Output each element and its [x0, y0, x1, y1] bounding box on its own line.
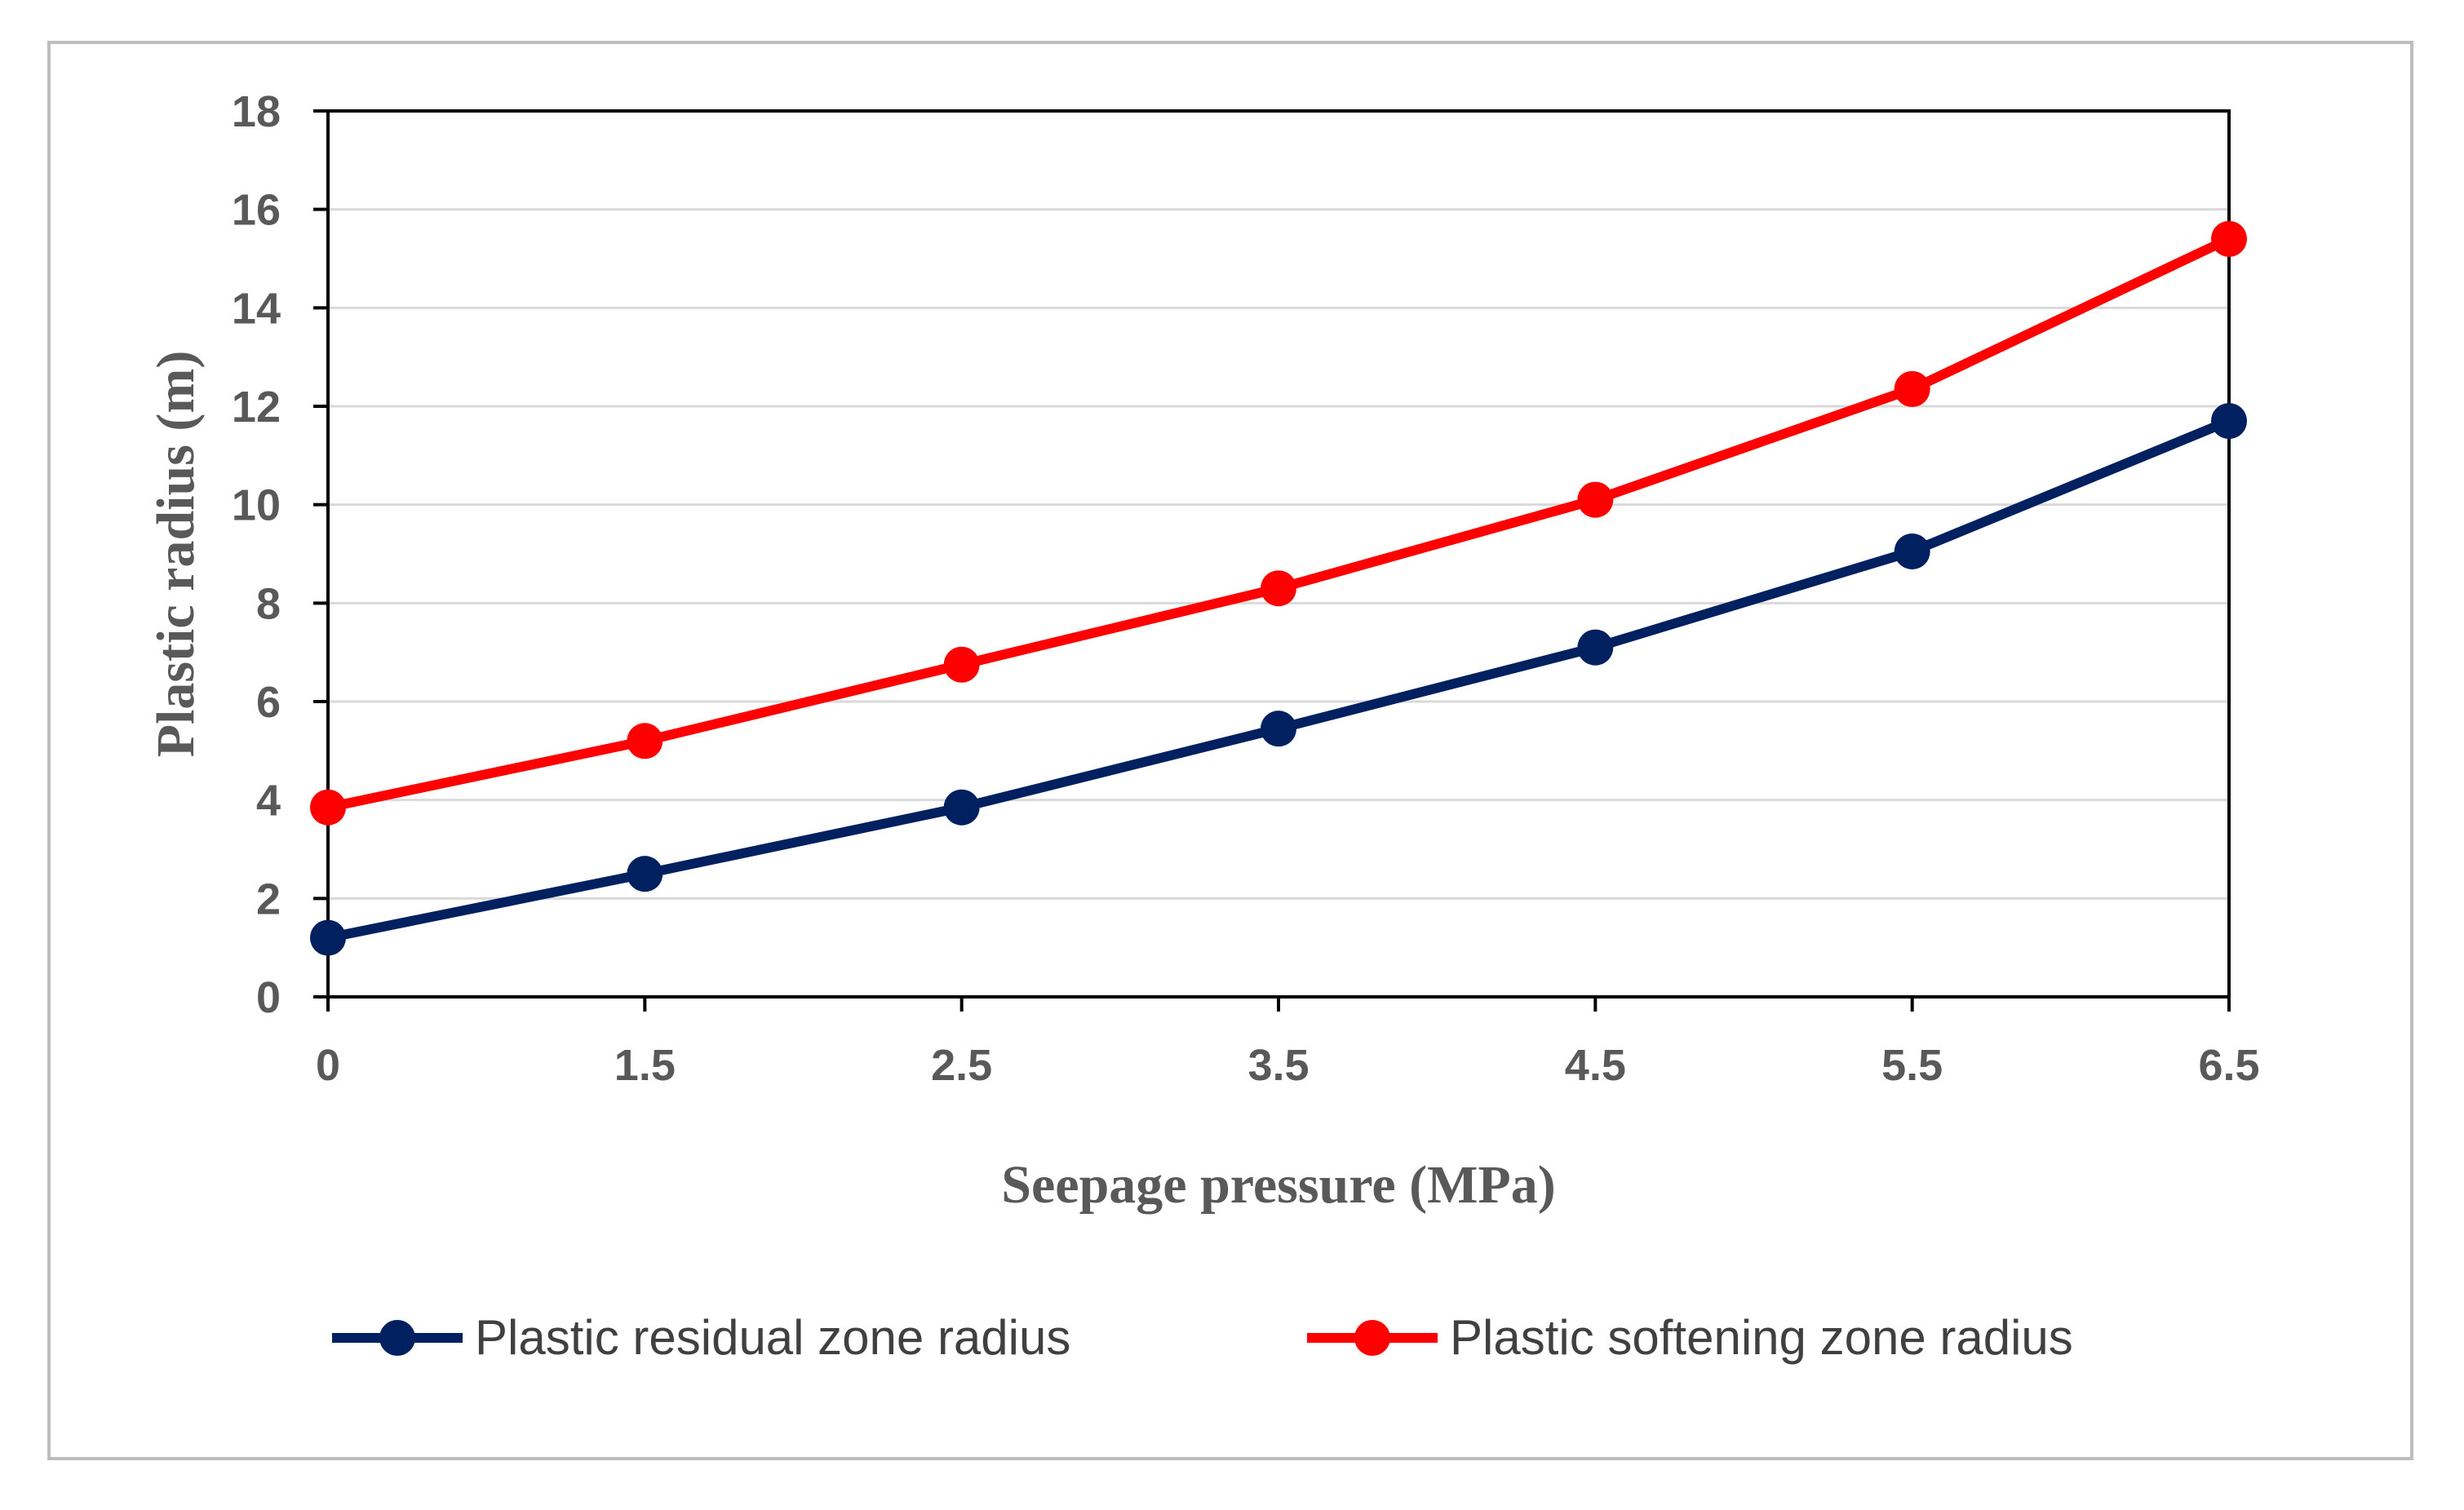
x-tick-label: 0 — [316, 1041, 340, 1090]
x-tick-label: 1.5 — [614, 1041, 676, 1090]
x-tick-label: 2.5 — [931, 1041, 992, 1090]
legend-marker — [379, 1320, 415, 1356]
legend-label: Plastic residual zone radius — [475, 1310, 1070, 1365]
line-chart: 0 2 4 6 8 10 12 14 16 18 0 1.5 2.5 3.5 4.5 5.5 6.5 Seep… — [146, 87, 2260, 1365]
y-tick-label: 6 — [256, 678, 281, 727]
chart-frame: 0 2 4 6 8 10 12 14 16 18 0 1.5 2.5 3.5 4.5 5.5 6.5 Seep… — [47, 41, 2413, 1460]
y-tick-label: 2 — [256, 875, 281, 923]
x-tick-label: 3.5 — [1248, 1041, 1309, 1090]
data-point — [943, 789, 980, 826]
data-point — [310, 919, 346, 956]
x-axis-ticks: 0 1.5 2.5 3.5 4.5 5.5 6.5 — [316, 997, 2260, 1090]
data-point — [2211, 220, 2247, 257]
y-tick-label: 4 — [256, 777, 281, 826]
x-tick-label: 6.5 — [2198, 1041, 2259, 1090]
data-point — [627, 723, 663, 759]
data-point — [1261, 570, 1296, 607]
legend-item-residual: Plastic residual zone radius — [332, 1310, 1070, 1365]
data-point — [1894, 370, 1930, 407]
x-axis-title: Seepage pressure (MPa) — [1001, 1155, 1555, 1215]
data-point — [627, 856, 663, 892]
data-point — [1577, 629, 1614, 666]
plot-area — [326, 109, 2231, 999]
data-point — [1261, 711, 1296, 747]
data-point — [310, 789, 346, 826]
y-tick-label: 14 — [232, 284, 281, 333]
data-point — [1577, 481, 1614, 518]
series-line — [326, 416, 2231, 943]
series-softening — [310, 220, 2247, 826]
legend: Plastic residual zone radius Plastic soft… — [332, 1310, 2073, 1365]
series-residual — [310, 403, 2247, 956]
gridlines — [328, 208, 2229, 900]
y-tick-label: 0 — [256, 973, 281, 1022]
y-tick-label: 10 — [232, 481, 281, 530]
series-layer — [310, 220, 2247, 956]
legend-label: Plastic softening zone radius — [1450, 1310, 2073, 1365]
x-tick-label: 5.5 — [1881, 1041, 1943, 1090]
data-point — [2211, 403, 2247, 440]
data-point — [1894, 533, 1930, 569]
legend-marker — [1354, 1320, 1390, 1356]
x-tick-label: 4.5 — [1565, 1041, 1626, 1090]
y-tick-label: 18 — [232, 87, 281, 136]
y-tick-label: 12 — [232, 383, 281, 432]
y-tick-label: 16 — [232, 186, 281, 235]
y-tick-label: 8 — [256, 579, 281, 628]
data-point — [943, 646, 980, 683]
legend-item-softening: Plastic softening zone radius — [1307, 1310, 2073, 1365]
y-axis-title: Plastic radius (m) — [146, 351, 206, 758]
y-axis-ticks: 0 2 4 6 8 10 12 14 16 18 — [232, 87, 328, 1022]
